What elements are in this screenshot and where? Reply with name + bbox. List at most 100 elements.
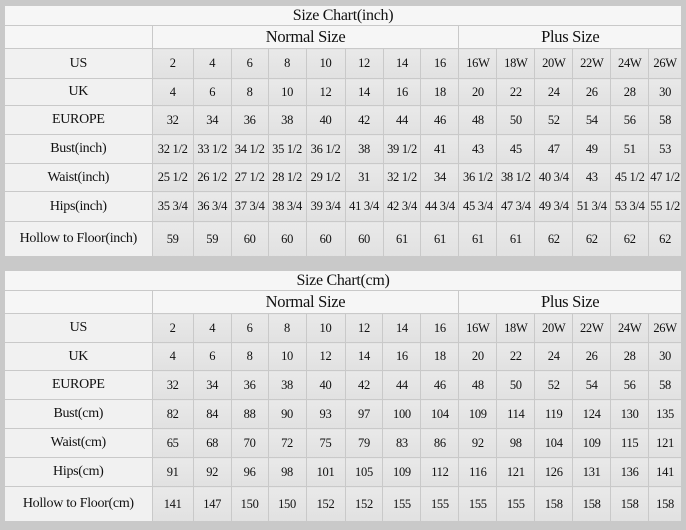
size-cell: 44 3/4: [420, 191, 460, 222]
row-label: Hollow to Floor(inch): [4, 221, 153, 257]
size-cell: 36 1/2: [305, 134, 346, 164]
size-cell: 36: [230, 105, 269, 135]
size-cell: 62: [534, 221, 574, 257]
size-cell: 37 3/4: [230, 191, 269, 222]
size-cell: 32: [151, 370, 194, 400]
size-cell: 150: [267, 486, 307, 522]
size-cell: 45 3/4: [458, 191, 498, 222]
size-cell: 121: [496, 457, 536, 487]
size-cell: 58: [648, 370, 682, 400]
size-cell: 45: [496, 134, 536, 164]
size-cell: 60: [344, 221, 384, 257]
size-cell: 35 3/4: [151, 191, 194, 222]
size-cell: 2: [151, 48, 194, 79]
size-cell: 116: [458, 457, 498, 487]
size-cell: 29 1/2: [305, 163, 346, 192]
size-cell: 96: [230, 457, 269, 487]
size-cell: 155: [496, 486, 536, 522]
size-cell: 50: [496, 370, 536, 400]
size-cell: 141: [648, 457, 682, 487]
size-cell: 4: [192, 48, 232, 79]
size-cell: 62: [648, 221, 682, 257]
size-cell: 147: [192, 486, 232, 522]
size-cell: 10: [267, 78, 307, 106]
size-cell: 141: [151, 486, 194, 522]
size-cell: 105: [344, 457, 384, 487]
size-cell: 24: [534, 78, 574, 106]
size-cell: 44: [382, 105, 422, 135]
size-cell: 32 1/2: [382, 163, 422, 192]
size-cell: 26W: [648, 313, 682, 343]
size-cell: 6: [192, 342, 232, 371]
size-cell: 4: [151, 78, 194, 106]
size-cell: 158: [534, 486, 574, 522]
size-cell: 14: [382, 313, 422, 343]
size-cell: 18: [420, 342, 460, 371]
size-cell: 32: [151, 105, 194, 135]
row-label: Waist(inch): [4, 163, 153, 192]
size-cell: 38 1/2: [496, 163, 536, 192]
size-cell: 109: [382, 457, 422, 487]
size-cell: 124: [572, 399, 612, 429]
size-cell: 59: [192, 221, 232, 257]
table-row: EUROPE 32 34 36 38 40 42 44 46 48 50 52 54 56 58: [4, 370, 682, 400]
size-cell: 34: [420, 163, 460, 192]
size-cell: 26: [572, 78, 612, 106]
size-cell: 155: [420, 486, 460, 522]
size-cell: 48: [458, 370, 498, 400]
size-cell: 50: [496, 105, 536, 135]
group-header-plus: Plus Size: [458, 290, 682, 314]
row-label: Hips(cm): [4, 457, 153, 487]
size-cell: 34: [192, 370, 232, 400]
size-cell: 43: [572, 163, 612, 192]
size-cell: 47 3/4: [496, 191, 536, 222]
size-cell: 14: [382, 48, 422, 79]
table-row: Hips(cm) 91 92 96 98 101 105 109 112 116 121 126 131…: [4, 457, 682, 487]
size-cell: 152: [344, 486, 384, 522]
table-row: Waist(inch) 25 1/2 26 1/2 27 1/2 28 1/2 29 1/…: [4, 163, 682, 192]
size-cell: 22W: [572, 48, 612, 79]
size-cell: 43: [458, 134, 498, 164]
size-cell: 62: [610, 221, 650, 257]
size-cell: 12: [305, 78, 346, 106]
size-cell: 58: [648, 105, 682, 135]
size-cell: 131: [572, 457, 612, 487]
title-row: Size Chart(inch): [4, 5, 682, 26]
size-cell: 36: [230, 370, 269, 400]
size-cell: 38: [267, 105, 307, 135]
row-label: Waist(cm): [4, 428, 153, 458]
size-cell: 150: [230, 486, 269, 522]
size-cell: 20: [458, 78, 498, 106]
size-cell: 130: [610, 399, 650, 429]
size-cell: 20W: [534, 313, 574, 343]
size-cell: 26W: [648, 48, 682, 79]
size-cell: 53: [648, 134, 682, 164]
size-cell: 10: [305, 48, 346, 79]
size-cell: 36 3/4: [192, 191, 232, 222]
size-cell: 53 3/4: [610, 191, 650, 222]
size-cell: 24W: [610, 48, 650, 79]
size-cell: 25 1/2: [151, 163, 194, 192]
size-cell: 42: [344, 370, 384, 400]
size-cell: 16: [420, 48, 460, 79]
size-cell: 44: [382, 370, 422, 400]
size-cell: 36 1/2: [458, 163, 498, 192]
size-cell: 158: [610, 486, 650, 522]
size-cell: 56: [610, 105, 650, 135]
size-cell: 45 1/2: [610, 163, 650, 192]
size-cell: 62: [572, 221, 612, 257]
size-cell: 10: [267, 342, 307, 371]
size-cell: 12: [344, 48, 384, 79]
size-cell: 93: [305, 399, 346, 429]
size-cell: 8: [267, 313, 307, 343]
size-cell: 158: [648, 486, 682, 522]
size-cell: 39 1/2: [382, 134, 422, 164]
row-label: US: [4, 48, 153, 79]
size-cell: 52: [534, 105, 574, 135]
size-cell: 92: [192, 457, 232, 487]
size-cell: 152: [305, 486, 346, 522]
chart-title: Size Chart(cm): [4, 270, 682, 291]
table-row: Bust(inch) 32 1/2 33 1/2 34 1/2 35 1/2 36 1/2…: [4, 134, 682, 164]
size-cell: 41 3/4: [344, 191, 384, 222]
size-cell: 20W: [534, 48, 574, 79]
